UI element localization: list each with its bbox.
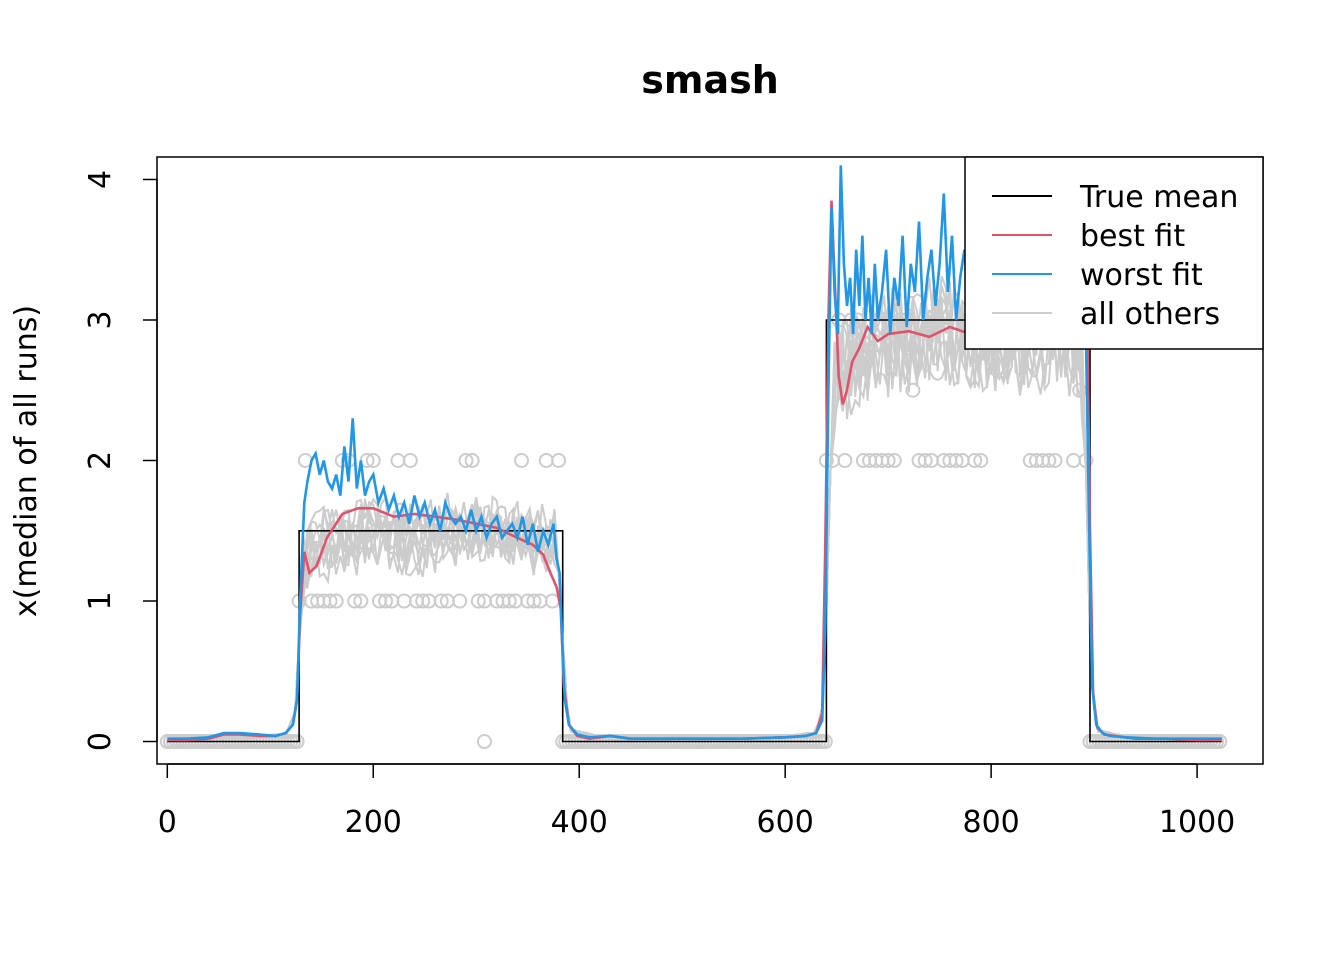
observed-point <box>347 593 363 609</box>
observed-point <box>415 593 431 609</box>
observed-point <box>1041 453 1057 468</box>
observed-point <box>514 453 530 468</box>
observed-point <box>1066 453 1082 468</box>
observed-point <box>464 453 480 468</box>
legend-box <box>964 156 1264 350</box>
legend-label: all others <box>1080 297 1220 332</box>
series-line-true-mean <box>167 319 1222 743</box>
x-tick-label: 1000 <box>1159 805 1235 840</box>
observed-point <box>501 593 517 609</box>
x-tick-label: 600 <box>757 805 814 840</box>
observed-point <box>544 593 560 609</box>
observed-point <box>433 593 449 609</box>
legend-label: worst fit <box>1080 258 1203 293</box>
observed-point <box>365 453 381 468</box>
legend-label: True mean <box>1079 180 1238 215</box>
y-tick-label: 4 <box>83 170 118 189</box>
x-tick-label: 0 <box>158 805 177 840</box>
observed-point <box>948 453 964 468</box>
y-tick-label: 2 <box>83 451 118 470</box>
observed-point <box>390 453 406 468</box>
observed-point <box>917 453 933 468</box>
observed-point <box>476 734 492 750</box>
observed-point <box>353 593 369 609</box>
observed-point <box>322 593 338 609</box>
observed-point <box>967 453 983 468</box>
y-tick-label: 3 <box>83 310 118 329</box>
plot-area <box>159 165 1228 750</box>
observed-point <box>886 453 902 468</box>
observed-point <box>837 453 853 468</box>
observed-point <box>470 593 486 609</box>
y-axis-label: x(median of all runs) <box>9 305 44 617</box>
observed-point <box>880 453 896 468</box>
observed-point <box>402 453 418 468</box>
x-tick-label: 400 <box>551 805 608 840</box>
observed-point <box>551 453 567 468</box>
legend-label: best fit <box>1080 219 1185 254</box>
observed-point <box>458 453 474 468</box>
observed-point <box>378 593 394 609</box>
y-tick-label: 0 <box>83 732 118 751</box>
observed-point <box>328 593 344 609</box>
observed-point <box>526 593 542 609</box>
observed-point <box>905 382 921 398</box>
observed-point <box>1047 453 1063 468</box>
observed-point <box>396 593 412 609</box>
chart-title: smash <box>641 58 779 102</box>
axes: 0 200 400 600 800 1000 0 1 2 3 4 <box>83 156 1264 840</box>
observed-point <box>973 453 989 468</box>
legend: True mean best fit worst fit all others <box>964 156 1264 350</box>
x-tick-label: 800 <box>963 805 1020 840</box>
observed-point <box>452 593 468 609</box>
y-tick-label: 1 <box>83 591 118 610</box>
observed-point <box>538 453 554 468</box>
x-tick-label: 200 <box>345 805 402 840</box>
